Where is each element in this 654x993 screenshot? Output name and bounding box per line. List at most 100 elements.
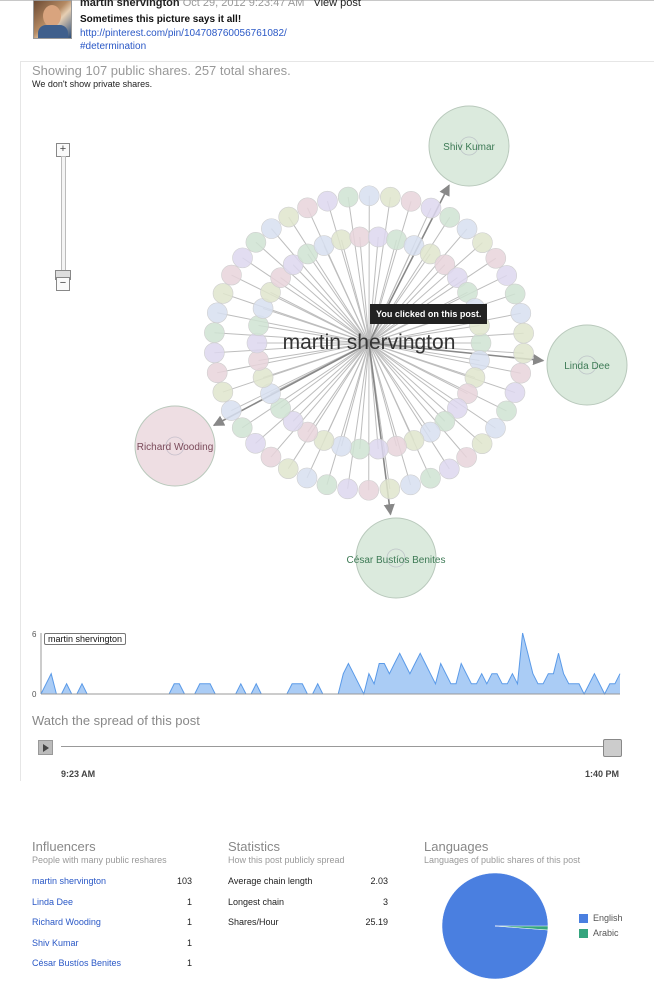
influencer-name-link[interactable]: Linda Dee (32, 896, 74, 907)
share-node[interactable] (297, 197, 318, 219)
share-node[interactable] (212, 381, 234, 403)
share-node[interactable] (337, 186, 359, 208)
share-node[interactable] (204, 342, 225, 364)
share-node[interactable] (403, 235, 425, 256)
share-node[interactable] (278, 206, 299, 228)
share-node[interactable] (420, 197, 442, 219)
share-node[interactable] (471, 433, 493, 454)
share-node[interactable] (248, 350, 269, 371)
view-post-link[interactable]: View post (313, 0, 361, 9)
share-node[interactable] (246, 332, 268, 354)
share-node[interactable] (469, 350, 490, 371)
playback-slider-track[interactable] (61, 746, 614, 747)
share-node[interactable] (282, 254, 304, 276)
share-node[interactable] (331, 229, 352, 251)
share-node[interactable] (313, 430, 335, 451)
zoom-out-button[interactable]: − (56, 277, 70, 291)
share-node[interactable] (221, 264, 242, 286)
share-node[interactable] (358, 479, 380, 501)
share-node[interactable] (496, 265, 518, 286)
share-node[interactable] (386, 435, 407, 457)
share-node[interactable] (232, 247, 253, 269)
share-node[interactable] (485, 247, 507, 269)
share-node[interactable] (206, 362, 228, 384)
share-node[interactable] (206, 302, 228, 324)
share-node[interactable] (297, 421, 319, 443)
share-node[interactable] (420, 467, 441, 489)
author-name[interactable]: martin shervington (80, 0, 180, 9)
share-node[interactable] (447, 267, 468, 288)
influencer-node-label[interactable]: Shiv Kumar (443, 142, 495, 153)
share-node[interactable] (400, 474, 421, 496)
share-node[interactable] (403, 430, 425, 451)
share-node[interactable] (367, 226, 389, 248)
share-node[interactable] (386, 229, 407, 251)
author-avatar[interactable] (33, 0, 72, 39)
share-node[interactable] (510, 302, 532, 324)
share-node[interactable] (358, 185, 380, 207)
influencer-name-link[interactable]: Richard Wooding (32, 917, 101, 927)
share-node[interactable] (504, 382, 526, 403)
share-node[interactable] (470, 332, 492, 354)
share-node[interactable] (261, 218, 282, 239)
share-node[interactable] (316, 474, 338, 496)
post-url-link[interactable]: http://pinterest.com/pin/104708760056761… (80, 28, 287, 39)
share-node[interactable] (282, 410, 304, 432)
influencer-node-label[interactable]: Richard Wooding (137, 442, 214, 453)
playback-slider-handle[interactable] (603, 739, 622, 757)
share-node[interactable] (231, 417, 253, 439)
share-node[interactable] (472, 232, 493, 253)
share-node[interactable] (419, 243, 441, 265)
share-node[interactable] (496, 400, 517, 422)
share-node[interactable] (245, 433, 266, 454)
share-node[interactable] (220, 400, 242, 421)
share-node[interactable] (260, 282, 281, 303)
share-node[interactable] (439, 207, 461, 228)
share-node[interactable] (434, 254, 456, 276)
share-node[interactable] (379, 478, 401, 500)
hashtag-link[interactable]: #determination (80, 41, 147, 52)
influencer-node-label[interactable]: César Bustíos Benites (347, 555, 446, 566)
share-node[interactable] (485, 417, 506, 439)
share-node[interactable] (447, 398, 468, 419)
influencer-node[interactable]: César Bustíos Benites (347, 517, 446, 599)
influencer-name-link[interactable]: martin shervington (32, 876, 107, 886)
share-node[interactable] (349, 438, 371, 460)
share-node[interactable] (252, 367, 274, 388)
zoom-in-button[interactable]: + (56, 143, 70, 157)
languages-pie-chart[interactable] (440, 868, 560, 988)
share-node[interactable] (367, 438, 389, 460)
influencer-name-link[interactable]: César Bustíos Benites (32, 958, 122, 968)
share-node[interactable] (204, 322, 225, 344)
shares-timeline-chart[interactable]: 6 0 (30, 625, 630, 703)
share-node[interactable] (317, 190, 338, 212)
pie-slice-arabic[interactable] (494, 925, 549, 931)
share-node[interactable] (380, 186, 401, 208)
share-node[interactable] (400, 190, 422, 212)
share-node[interactable] (434, 410, 456, 432)
share-node[interactable] (277, 458, 299, 479)
share-node[interactable] (457, 383, 478, 404)
share-node[interactable] (513, 342, 534, 364)
influencer-node[interactable]: Shiv Kumar (428, 105, 510, 187)
share-node[interactable] (419, 421, 441, 443)
share-node[interactable] (270, 267, 291, 288)
share-node[interactable] (337, 478, 358, 500)
share-node[interactable] (456, 218, 478, 240)
share-node[interactable] (248, 315, 269, 336)
share-node[interactable] (270, 398, 291, 419)
share-node[interactable] (510, 362, 532, 384)
share-node[interactable] (260, 446, 282, 468)
share-node[interactable] (313, 235, 335, 256)
share-node[interactable] (331, 435, 352, 457)
share-node[interactable] (439, 458, 460, 480)
share-node[interactable] (297, 243, 319, 265)
share-node[interactable] (349, 226, 371, 248)
share-node[interactable] (212, 283, 234, 304)
share-node[interactable] (504, 283, 526, 305)
influencer-node[interactable]: Richard Wooding (134, 405, 216, 487)
share-node[interactable] (513, 322, 534, 344)
play-button[interactable] (38, 740, 53, 755)
influencer-name-link[interactable]: Shiv Kumar (32, 937, 79, 948)
influencer-node-label[interactable]: Linda Dee (564, 361, 610, 372)
